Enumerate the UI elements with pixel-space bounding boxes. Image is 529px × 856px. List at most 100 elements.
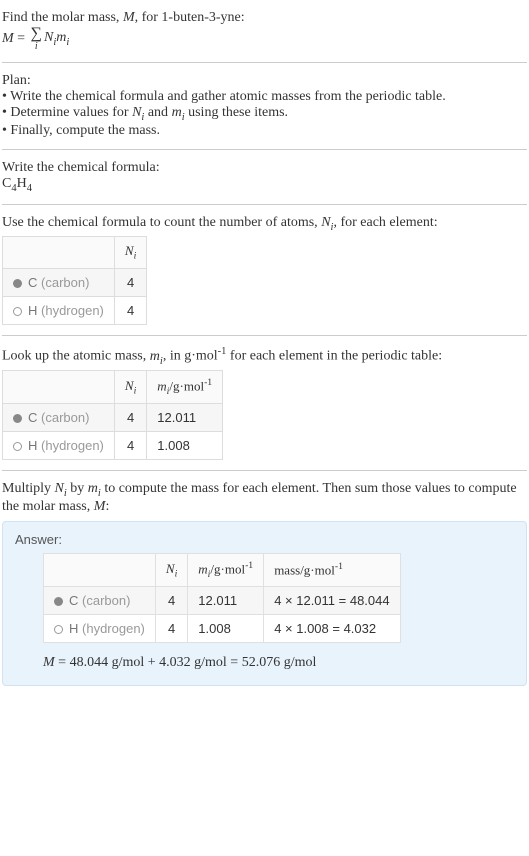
mass-calc: 4 × 1.008 = 4.032 [264, 615, 400, 643]
plan-bullet-3: • Finally, compute the mass. [2, 123, 527, 139]
mass-title-post: for each element in the periodic table: [226, 349, 442, 364]
element-cell: H (hydrogen) [3, 432, 115, 460]
sum-expression: ∑ i Nimi [29, 26, 70, 52]
divider [2, 149, 527, 150]
elem-name: (hydrogen) [41, 303, 104, 318]
mass-value: 1.008 [147, 432, 223, 460]
count-value: 4 [155, 587, 187, 615]
count-Ni: Ni [321, 215, 333, 230]
chem-section: Write the chemical formula: C4H4 [2, 154, 527, 200]
elem-name: (hydrogen) [82, 621, 145, 636]
count-title-pre: Use the chemical formula to count the nu… [2, 215, 321, 230]
final-result: M = 48.044 g/mol + 4.032 g/mol = 52.076 … [43, 655, 514, 671]
elem-sym: H [69, 621, 78, 636]
mass-title-mid: , in g·mol [163, 349, 218, 364]
compute-section: Multiply Ni by mi to compute the mass fo… [2, 475, 527, 692]
plan-section: Plan: • Write the chemical formula and g… [2, 67, 527, 145]
count-title: Use the chemical formula to count the nu… [2, 215, 527, 233]
table-header-Ni: Ni [155, 554, 187, 587]
elem-sym: C [28, 410, 37, 425]
chem-C: C [2, 176, 11, 191]
dot-open-icon [54, 625, 63, 634]
final-expr: = 48.044 g/mol + 4.032 g/mol = 52.076 g/… [55, 655, 317, 670]
eq-m: mi [56, 30, 69, 48]
table-row: H (hydrogen) 4 1.008 4 × 1.008 = 4.032 [44, 615, 401, 643]
element-cell: C (carbon) [44, 587, 156, 615]
table-row: C (carbon) 4 12.011 [3, 404, 223, 432]
divider [2, 204, 527, 205]
divider [2, 335, 527, 336]
count-section: Use the chemical formula to count the nu… [2, 209, 527, 331]
table-header-row: Ni [3, 237, 147, 269]
plan-bullet-1: • Write the chemical formula and gather … [2, 89, 527, 105]
element-cell: H (hydrogen) [44, 615, 156, 643]
compute-title: Multiply Ni by mi to compute the mass fo… [2, 481, 527, 515]
compute-post: : [105, 499, 109, 514]
plan-bullet-2: • Determine values for Ni and mi using t… [2, 105, 527, 123]
mass-value: 1.008 [188, 615, 264, 643]
dot-filled-icon [13, 414, 22, 423]
compute-pre: Multiply [2, 481, 55, 496]
mass-title: Look up the atomic mass, mi, in g·mol-1 … [2, 346, 527, 366]
eq-lhs: M [2, 31, 14, 46]
answer-label: Answer: [15, 532, 514, 547]
mass-calc: 4 × 12.011 = 48.044 [264, 587, 400, 615]
table-header-Ni: Ni [114, 371, 146, 404]
table-header-mi: mi/g·mol-1 [147, 371, 223, 404]
chem-title: Write the chemical formula: [2, 160, 527, 176]
elem-sym: C [28, 275, 37, 290]
table-header-Ni: Ni [114, 237, 146, 269]
divider [2, 62, 527, 63]
intro-equation: M = ∑ i Nimi [2, 26, 527, 52]
mass-value: 12.011 [188, 587, 264, 615]
dot-open-icon [13, 307, 22, 316]
intro-line1: Find the molar mass, M, for 1-buten-3-yn… [2, 10, 527, 26]
table-row: C (carbon) 4 [3, 268, 147, 296]
compute-mi: mi [88, 481, 101, 496]
count-value: 4 [114, 296, 146, 324]
intro-text-post: , for 1-buten-3-yne: [135, 10, 245, 25]
element-cell: H (hydrogen) [3, 296, 115, 324]
table-header-blank [3, 237, 115, 269]
dot-open-icon [13, 442, 22, 451]
table-header-row: Ni mi/g·mol-1 [3, 371, 223, 404]
compute-mid1: by [67, 481, 88, 496]
table-header-blank [3, 371, 115, 404]
elem-name: (carbon) [41, 275, 89, 290]
table-header-mi: mi/g·mol-1 [188, 554, 264, 587]
count-value: 4 [114, 404, 146, 432]
count-table: Ni C (carbon) 4 H (hydrogen) 4 [2, 236, 147, 325]
table-header-blank [44, 554, 156, 587]
final-M: M [43, 655, 55, 670]
count-title-post: , for each element: [333, 215, 437, 230]
plan-b2-pre: • Determine values for [2, 105, 132, 120]
element-cell: C (carbon) [3, 268, 115, 296]
eq-equals: = [17, 31, 28, 46]
element-cell: C (carbon) [3, 404, 115, 432]
elem-name: (carbon) [41, 410, 89, 425]
count-value: 4 [114, 432, 146, 460]
mass-mi: mi [150, 349, 163, 364]
plan-b2-mid: and [144, 105, 171, 120]
mass-section: Look up the atomic mass, mi, in g·mol-1 … [2, 340, 527, 466]
count-value: 4 [155, 615, 187, 643]
chem-H: H [17, 176, 27, 191]
plan-title: Plan: [2, 73, 527, 89]
dot-filled-icon [13, 279, 22, 288]
table-row: H (hydrogen) 4 1.008 [3, 432, 223, 460]
chem-formula: C4H4 [2, 176, 527, 194]
compute-Ni: Ni [55, 481, 67, 496]
plan-Ni: Ni [132, 105, 144, 120]
table-row: H (hydrogen) 4 [3, 296, 147, 324]
sigma-icon: ∑ i [31, 26, 42, 52]
compute-M: M [94, 499, 106, 514]
elem-sym: C [69, 593, 78, 608]
divider [2, 470, 527, 471]
table-row: C (carbon) 4 12.011 4 × 12.011 = 48.044 [44, 587, 401, 615]
mass-value: 12.011 [147, 404, 223, 432]
plan-mi: mi [172, 105, 185, 120]
elem-sym: H [28, 438, 37, 453]
answer-box: Answer: Ni mi/g·mol-1 mass/g·mol-1 C (ca… [2, 521, 527, 686]
count-value: 4 [114, 268, 146, 296]
elem-sym: H [28, 303, 37, 318]
